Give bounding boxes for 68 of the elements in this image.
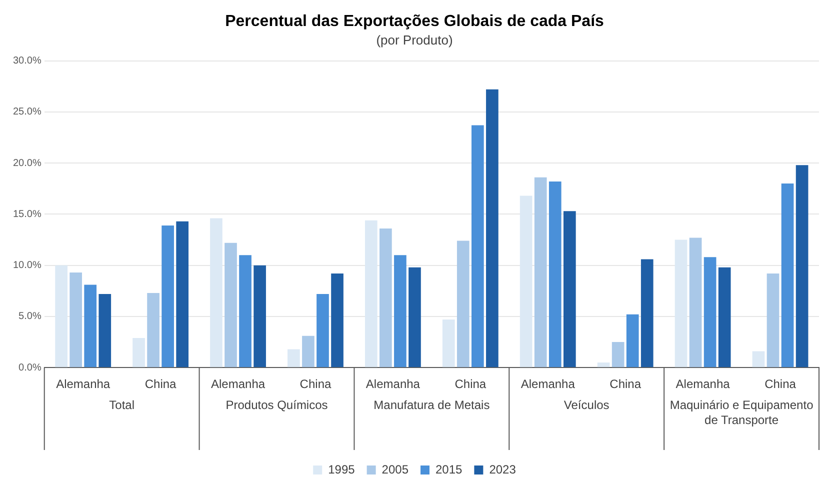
- x-tick-label: Alemanha: [366, 377, 420, 392]
- x-tick-label: China: [144, 377, 177, 392]
- chart-subtitle: (por Produto): [376, 32, 453, 48]
- bar: [408, 267, 421, 368]
- bar: [239, 255, 252, 368]
- bar: [288, 349, 300, 368]
- y-tick-label: 30.0%: [12, 56, 42, 67]
- bar: [612, 342, 624, 368]
- bar: [84, 284, 97, 368]
- bar: [766, 274, 780, 368]
- chart-title: Percentual das Exportações Globais de cada País: [225, 13, 604, 30]
- bar: [364, 220, 378, 368]
- bar: [640, 259, 654, 368]
- text: Veículos: [564, 398, 610, 412]
- legend-label: 2005: [382, 462, 409, 476]
- x-tick-label: China: [764, 377, 796, 392]
- bar: [316, 294, 329, 368]
- bar: [442, 320, 455, 368]
- bar: [331, 274, 344, 368]
- x-tick-label: China: [454, 377, 486, 392]
- bar: [534, 177, 547, 368]
- bar: [548, 181, 562, 368]
- y-tick-label: 25.0%: [12, 106, 42, 118]
- bar: [704, 257, 716, 368]
- legend-label: 1995: [328, 462, 356, 476]
- y-tick-label: 10.0%: [12, 260, 42, 272]
- bar: [380, 228, 392, 368]
- bar: [224, 242, 237, 368]
- bar: [796, 165, 808, 368]
- bar: [520, 196, 532, 368]
- bar: [210, 218, 222, 368]
- legend-label: 2023: [489, 462, 516, 476]
- text: Total: [109, 398, 134, 412]
- bar: [781, 184, 794, 368]
- y-tick-label: 15.0%: [12, 208, 42, 220]
- bar: [752, 351, 765, 368]
- x-tick-label: Alemanha: [676, 377, 730, 392]
- bar: [674, 240, 688, 368]
- text: Maquinário e Equipamento de Transporte: [670, 398, 814, 427]
- text: Produtos Químicos: [226, 398, 328, 412]
- y-tick-label: 20.0%: [12, 158, 42, 169]
- bar: [254, 265, 266, 368]
- bar: [70, 272, 82, 368]
- y-tick-label: 0.0%: [18, 362, 42, 374]
- y-tick-label: 5.0%: [18, 311, 42, 322]
- bar: [472, 125, 484, 368]
- bar: [162, 225, 174, 368]
- bar: [147, 292, 160, 368]
- x-tick-label: Alemanha: [520, 377, 576, 392]
- x-tick-label: China: [610, 377, 642, 392]
- bar: [394, 255, 406, 368]
- x-tick-label: Alemanha: [210, 377, 266, 392]
- bar: [563, 211, 576, 368]
- bar: [456, 240, 470, 368]
- bar: [176, 221, 189, 368]
- bar: [132, 338, 145, 368]
- bar: [689, 238, 702, 368]
- bar: [626, 314, 639, 368]
- legend-label: 2015: [436, 462, 463, 476]
- bar: [486, 89, 498, 368]
- bar: [55, 265, 68, 368]
- bar: [302, 336, 314, 368]
- bar: [597, 362, 610, 368]
- x-tick-label: Alemanha: [56, 377, 110, 392]
- bar: [98, 294, 112, 368]
- bar: [718, 267, 731, 368]
- x-tick-label: China: [300, 377, 332, 392]
- text: Manufatura de Metais: [374, 398, 490, 412]
